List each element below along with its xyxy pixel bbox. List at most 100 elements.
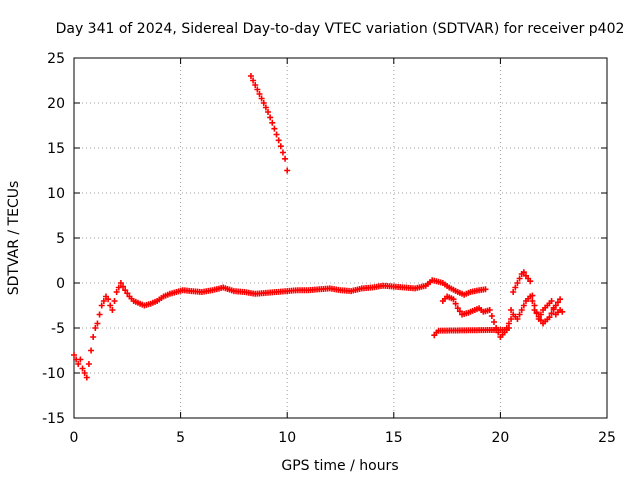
y-tick-label: 10 — [47, 186, 65, 202]
series-sdtvar-isolated — [431, 269, 566, 339]
data-point — [92, 325, 99, 331]
data-point — [254, 86, 261, 93]
y-axis-label: SDTVAR / TECUs — [6, 181, 22, 296]
data-point — [100, 298, 107, 304]
data-point — [117, 280, 124, 286]
chart-title: Day 341 of 2024, Sidereal Day-to-day VTE… — [56, 21, 625, 37]
data-point — [554, 299, 561, 306]
y-tick-label: 0 — [56, 276, 65, 292]
data-point — [516, 275, 523, 282]
data-point — [491, 319, 498, 325]
data-point — [262, 104, 269, 111]
data-point — [81, 370, 88, 376]
data-point — [450, 296, 457, 303]
data-point — [548, 298, 555, 304]
series-sdtvar-steep-segment — [247, 73, 291, 174]
data-point — [124, 290, 131, 297]
data-point — [508, 316, 515, 322]
y-tick-label: -15 — [42, 411, 65, 427]
data-point — [282, 155, 289, 162]
data-point — [94, 320, 101, 327]
data-point — [90, 334, 97, 340]
data-point — [271, 125, 278, 132]
data-point — [83, 374, 90, 381]
grid — [74, 58, 607, 418]
data-point — [552, 302, 559, 309]
data-point — [120, 283, 127, 290]
data-point — [273, 131, 280, 138]
data-point — [279, 149, 286, 156]
data-point — [533, 310, 540, 317]
x-tick-label: 15 — [385, 430, 403, 446]
data-point — [79, 365, 86, 372]
data-point — [505, 325, 512, 331]
data-point — [275, 137, 282, 144]
data-point — [535, 313, 542, 320]
data-point — [284, 167, 291, 174]
data-point — [559, 308, 566, 315]
data-point — [514, 316, 521, 322]
y-tick-label: 25 — [47, 51, 65, 67]
data-point — [105, 296, 112, 303]
data-point — [88, 347, 95, 354]
y-tick-labels: -15 -10 -5 0 5 10 15 20 25 — [42, 51, 65, 427]
data-point — [529, 292, 536, 299]
data-point — [77, 356, 84, 363]
data-point — [548, 310, 555, 317]
x-axis-label: GPS time / hours — [281, 458, 398, 474]
plot-frame — [73, 57, 608, 419]
data-point — [520, 269, 527, 276]
data-point — [512, 284, 519, 291]
data-point — [454, 305, 461, 312]
data-point — [109, 307, 116, 313]
x-tick-label: 10 — [278, 430, 296, 446]
x-tick-label: 25 — [598, 430, 616, 446]
data-point — [557, 296, 564, 303]
data-point — [71, 352, 77, 358]
data-point — [115, 284, 122, 291]
data-point — [482, 286, 489, 293]
x-tick-label: 20 — [491, 430, 509, 446]
data-point — [75, 361, 82, 367]
data-point — [250, 77, 257, 84]
data-point — [252, 82, 259, 88]
data-point — [456, 308, 463, 315]
data-point — [85, 361, 92, 367]
data-points — [71, 73, 566, 381]
data-point — [550, 306, 557, 313]
data-point — [514, 280, 521, 286]
y-tick-label: 5 — [56, 231, 65, 247]
data-point — [537, 317, 544, 324]
x-tick-label: 0 — [70, 430, 79, 446]
data-point — [260, 100, 267, 106]
data-point — [486, 307, 493, 313]
data-point — [107, 302, 114, 309]
data-point — [122, 287, 129, 294]
data-point — [510, 289, 517, 295]
series-sdtvar-main — [71, 277, 489, 381]
data-point — [518, 307, 525, 313]
data-point — [516, 311, 523, 318]
data-point — [96, 311, 103, 318]
x-tick-label: 5 — [176, 430, 185, 446]
data-point — [508, 307, 515, 313]
data-point — [531, 307, 538, 313]
axis-ticks — [73, 57, 608, 419]
data-point — [546, 314, 553, 321]
data-point — [265, 109, 272, 115]
y-tick-label: -10 — [42, 366, 65, 382]
data-point — [256, 91, 263, 97]
data-point — [269, 119, 276, 126]
data-point — [277, 143, 284, 150]
y-tick-label: 20 — [47, 96, 65, 112]
data-point — [452, 300, 459, 307]
data-point — [113, 289, 120, 295]
data-point — [98, 302, 105, 309]
data-point — [258, 95, 265, 102]
data-point — [488, 313, 495, 319]
data-point — [520, 302, 527, 309]
x-tick-labels: 0 5 10 15 20 25 — [70, 430, 616, 446]
y-tick-label: -5 — [51, 321, 65, 337]
data-point — [267, 114, 274, 121]
